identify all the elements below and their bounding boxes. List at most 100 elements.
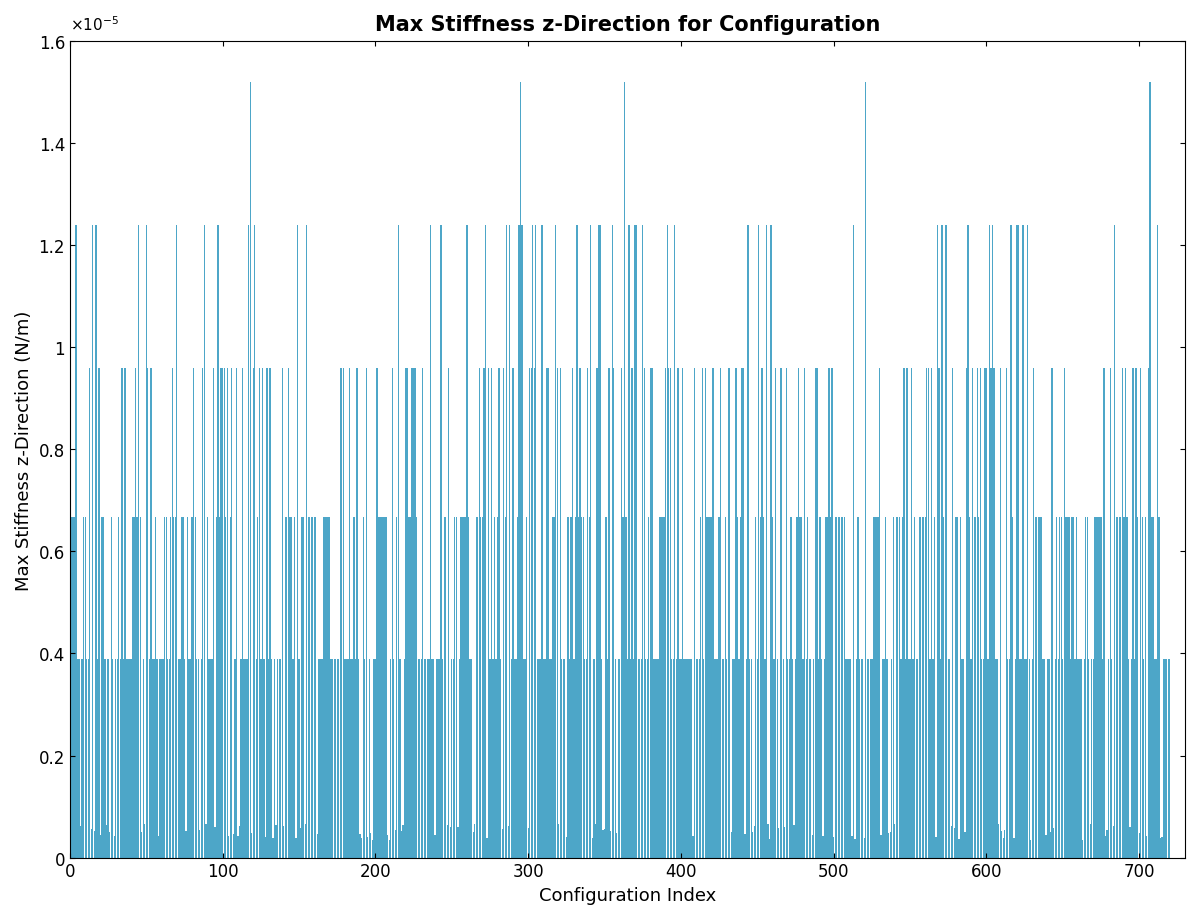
Bar <box>952 369 954 857</box>
Bar <box>523 659 524 857</box>
Bar <box>1158 517 1159 857</box>
Bar <box>631 369 632 857</box>
Bar <box>592 838 593 857</box>
Bar <box>916 659 917 857</box>
Bar <box>758 225 760 857</box>
Bar <box>581 517 582 857</box>
Bar <box>1151 517 1152 857</box>
Bar <box>541 225 542 857</box>
Bar <box>928 369 929 857</box>
Bar <box>98 369 100 857</box>
Bar <box>858 517 859 857</box>
Bar <box>414 369 415 857</box>
Bar <box>797 517 798 857</box>
Bar <box>1130 659 1132 857</box>
Bar <box>815 369 816 857</box>
Bar <box>1133 369 1134 857</box>
Bar <box>1144 659 1145 857</box>
Bar <box>748 225 749 857</box>
Bar <box>596 369 598 857</box>
Bar <box>94 831 95 857</box>
Bar <box>202 369 204 857</box>
Bar <box>1169 659 1170 857</box>
Bar <box>166 517 167 857</box>
Bar <box>1111 659 1112 857</box>
Bar <box>710 517 712 857</box>
Bar <box>827 517 828 857</box>
Bar <box>1050 832 1051 857</box>
Bar <box>1073 517 1074 857</box>
Bar <box>396 517 397 857</box>
Bar <box>553 517 554 857</box>
Bar <box>338 659 340 857</box>
Bar <box>517 517 518 857</box>
Bar <box>313 517 314 857</box>
Bar <box>965 832 966 857</box>
Bar <box>457 827 458 857</box>
Bar <box>397 225 398 857</box>
Bar <box>178 659 179 857</box>
Bar <box>368 659 370 857</box>
Bar <box>268 659 269 857</box>
Bar <box>276 824 277 857</box>
Bar <box>439 659 440 857</box>
Bar <box>1134 659 1135 857</box>
Bar <box>671 659 672 857</box>
Bar <box>82 659 83 857</box>
Bar <box>686 659 688 857</box>
Bar <box>1045 835 1046 857</box>
Bar <box>134 369 137 857</box>
Bar <box>731 833 732 857</box>
Bar <box>824 659 826 857</box>
Bar <box>904 369 905 857</box>
Bar <box>572 369 574 857</box>
Bar <box>612 225 613 857</box>
Bar <box>851 835 853 857</box>
Bar <box>450 827 451 857</box>
Bar <box>557 369 558 857</box>
Bar <box>283 826 284 857</box>
Bar <box>244 659 245 857</box>
Bar <box>860 659 862 857</box>
Bar <box>116 659 118 857</box>
Bar <box>1147 369 1148 857</box>
Bar <box>690 659 691 857</box>
Bar <box>437 659 439 857</box>
Bar <box>106 825 107 857</box>
Bar <box>799 517 800 857</box>
Bar <box>444 517 445 857</box>
Bar <box>662 517 664 857</box>
Bar <box>505 517 506 857</box>
Bar <box>514 659 515 857</box>
Bar <box>479 369 480 857</box>
Bar <box>707 517 708 857</box>
Bar <box>892 659 893 857</box>
Bar <box>520 83 521 857</box>
Bar <box>803 659 804 857</box>
Bar <box>1039 517 1040 857</box>
Bar <box>1063 369 1064 857</box>
Bar <box>850 659 851 857</box>
Bar <box>344 659 346 857</box>
Bar <box>455 517 456 857</box>
Bar <box>346 659 347 857</box>
Bar <box>385 517 386 857</box>
Bar <box>509 225 510 857</box>
Bar <box>461 517 462 857</box>
Bar <box>895 517 896 857</box>
Bar <box>71 517 72 857</box>
Bar <box>193 369 194 857</box>
Bar <box>485 225 486 857</box>
Bar <box>422 369 424 857</box>
Bar <box>749 659 750 857</box>
Bar <box>1060 517 1061 857</box>
Bar <box>386 835 389 857</box>
Bar <box>128 659 130 857</box>
Bar <box>232 369 233 857</box>
Bar <box>720 369 721 857</box>
Bar <box>1120 517 1122 857</box>
Bar <box>595 823 596 857</box>
Bar <box>84 517 86 857</box>
Bar <box>648 517 649 857</box>
Bar <box>212 369 214 857</box>
